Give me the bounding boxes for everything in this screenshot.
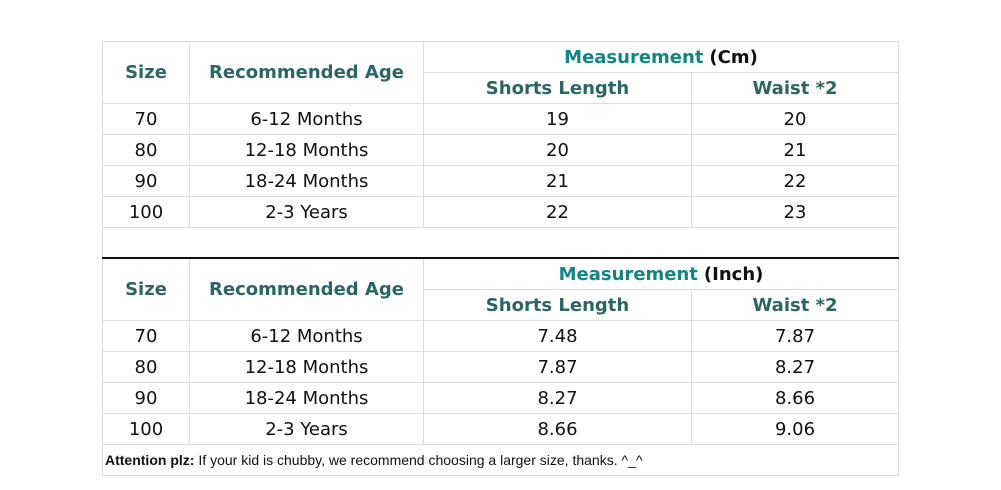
shorts-header: Shorts Length (423, 289, 692, 321)
table-cell: 80 (102, 351, 190, 383)
table-cell: 100 (102, 196, 190, 228)
note-label: Attention plz: (105, 452, 195, 468)
table-cell: 80 (102, 134, 190, 166)
table-cell: 8.27 (423, 382, 692, 414)
shorts-header: Shorts Length (423, 72, 692, 104)
table-cell: 9.06 (691, 413, 899, 445)
note-text: If your kid is chubby, we recommend choo… (198, 452, 643, 468)
table-cell: 23 (691, 196, 899, 228)
table-cell: 6-12 Months (189, 320, 424, 352)
measurement-header: Measurement (Inch) (423, 258, 899, 290)
table-cell: 22 (423, 196, 692, 228)
table-cell: 90 (102, 165, 190, 197)
age-header: Recommended Age (189, 41, 424, 104)
table-cell: 20 (423, 134, 692, 166)
table-cell: 70 (102, 320, 190, 352)
table-cell: 2-3 Years (189, 413, 424, 445)
table-cell: 8.27 (691, 351, 899, 383)
measurement-header: Measurement (Cm) (423, 41, 899, 73)
table-cell: 7.48 (423, 320, 692, 352)
table-cell: 21 (423, 165, 692, 197)
table-cell: 7.87 (423, 351, 692, 383)
divider (102, 257, 899, 259)
table-cell: 21 (691, 134, 899, 166)
table-cell: 12-18 Months (189, 134, 424, 166)
table-cell: 2-3 Years (189, 196, 424, 228)
note-row: Attention plz: If your kid is chubby, we … (102, 444, 899, 476)
table-cell: 70 (102, 103, 190, 135)
table-cell: 19 (423, 103, 692, 135)
measurement-label: Measurement (564, 46, 704, 68)
size-header: Size (102, 41, 190, 104)
table-cell: 6-12 Months (189, 103, 424, 135)
table-cell: 12-18 Months (189, 351, 424, 383)
table-cell: 18-24 Months (189, 382, 424, 414)
measurement-unit: (Cm) (709, 46, 758, 68)
table-cell: 7.87 (691, 320, 899, 352)
measurement-label: Measurement (558, 263, 698, 285)
table-cell: 20 (691, 103, 899, 135)
table-cell: 8.66 (423, 413, 692, 445)
waist-header: Waist *2 (691, 72, 899, 104)
measurement-unit: (Inch) (703, 263, 764, 285)
age-header: Recommended Age (189, 258, 424, 321)
table-cell: 8.66 (691, 382, 899, 414)
spacer-row (102, 227, 899, 259)
table-cell: 22 (691, 165, 899, 197)
table-cell: 18-24 Months (189, 165, 424, 197)
waist-header: Waist *2 (691, 289, 899, 321)
table-cell: 90 (102, 382, 190, 414)
size-header: Size (102, 258, 190, 321)
table-cell: 100 (102, 413, 190, 445)
